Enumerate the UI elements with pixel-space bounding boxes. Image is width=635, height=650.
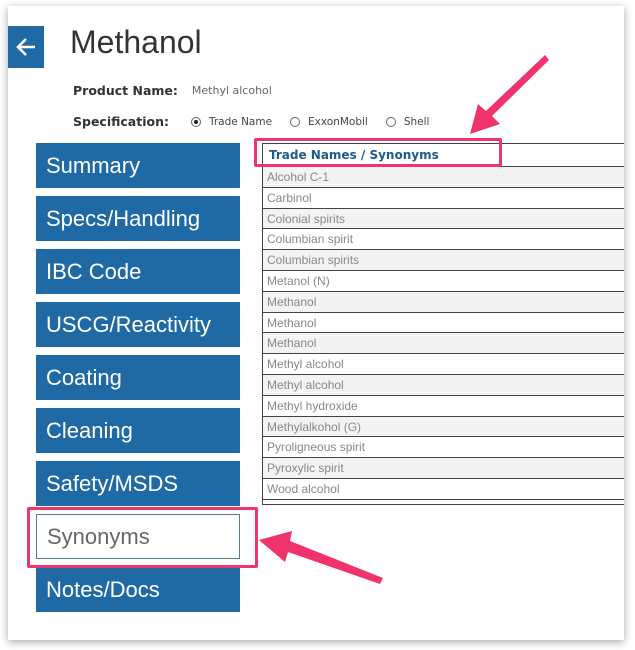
sidebar-item-notes-docs[interactable]: Notes/Docs — [36, 567, 240, 612]
product-name-value: Methyl alcohol — [191, 84, 272, 97]
product-name-label: Product Name: — [73, 83, 178, 98]
table-row: Alcohol C-1 — [263, 167, 624, 188]
table-row: Methylalkohol (G) — [263, 416, 624, 438]
product-name-row: Product Name: Methyl alcohol — [73, 83, 272, 98]
table-row: Methanol — [263, 291, 624, 313]
table-row: Pyroligneous spirit — [263, 437, 624, 459]
sidebar-item-specs-handling[interactable]: Specs/Handling — [36, 196, 240, 241]
table-row: Colonial spirits — [263, 208, 624, 230]
table-row: Carbinol — [263, 188, 624, 209]
table-row: Methanol — [263, 313, 624, 334]
table-row: Methyl alcohol — [263, 354, 624, 375]
radio-exxonmobil[interactable]: ExxonMobil — [290, 116, 368, 128]
table-row: Columbian spirits — [263, 250, 624, 271]
sidebar-item-cleaning[interactable]: Cleaning — [36, 408, 240, 453]
table-row: Methyl alcohol — [263, 374, 624, 396]
table-row: Columbian spirit — [263, 229, 624, 251]
table-row: Methyl hydroxide — [263, 396, 624, 417]
specification-label: Specification: — [73, 114, 169, 129]
synonyms-table: Trade Names / Synonyms Alcohol C-1 Carbin… — [262, 143, 624, 505]
radio-unchecked-icon — [290, 116, 301, 127]
sidebar-item-summary[interactable]: Summary — [36, 143, 240, 188]
radio-trade-name[interactable]: Trade Name — [190, 115, 273, 128]
table-row: Methanol — [263, 333, 624, 355]
table-row: Pyroxylic spirit — [263, 458, 624, 479]
radio-checked-icon — [190, 116, 201, 127]
sidebar-item-synonyms[interactable]: Synonyms — [36, 514, 240, 559]
radio-shell[interactable]: Shell — [385, 115, 430, 128]
radio-label: Trade Name — [208, 115, 273, 128]
back-button[interactable] — [8, 26, 44, 68]
table-row: Metanol (N) — [263, 271, 624, 292]
table-row: Wood alcohol — [263, 479, 624, 500]
sidebar-item-ibc-code[interactable]: IBC Code — [36, 249, 240, 294]
table-header: Trade Names / Synonyms — [263, 144, 624, 167]
radio-unchecked-icon — [385, 116, 396, 127]
radio-label: ExxonMobil — [308, 115, 368, 128]
arrow-left-icon — [16, 38, 35, 56]
sidebar-item-safety-msds[interactable]: Safety/MSDS — [36, 461, 240, 506]
page-title: Methanol — [70, 24, 202, 60]
app-window: Methanol Product Name: Methyl alcohol Sp… — [8, 6, 624, 640]
sidebar-item-coating[interactable]: Coating — [36, 355, 240, 400]
sidebar-item-uscg-reactivity[interactable]: USCG/Reactivity — [36, 302, 240, 347]
specification-row: Specification: Trade Name ExxonMobil She… — [73, 114, 447, 129]
table-body: Alcohol C-1 Carbinol Colonial spirits Colum… — [263, 167, 624, 500]
radio-label: Shell — [403, 115, 430, 128]
